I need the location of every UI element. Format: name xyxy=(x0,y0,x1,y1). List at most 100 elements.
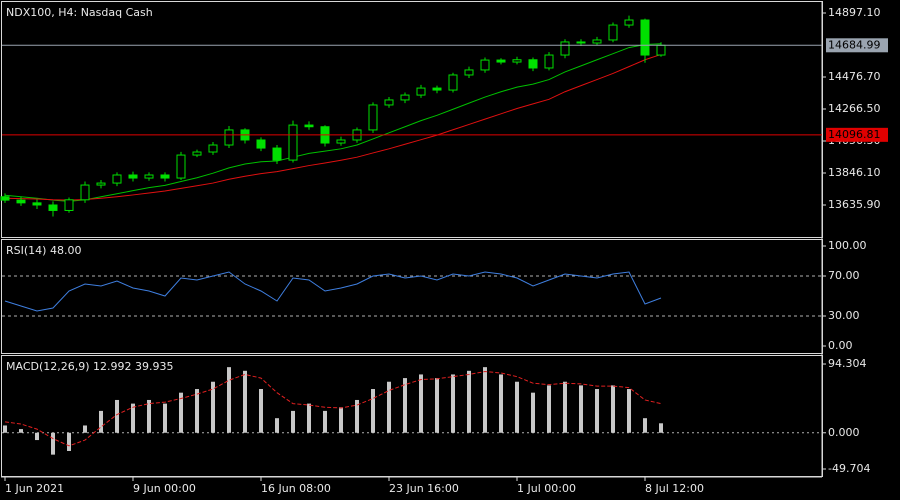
histogram-bar xyxy=(659,423,663,433)
indicator-title: MACD(12,26,9) 12.992 39.935 xyxy=(6,360,174,373)
candle-body xyxy=(96,182,106,186)
candle-body xyxy=(640,19,650,56)
histogram-bar xyxy=(35,432,39,441)
histogram-bar xyxy=(275,418,279,433)
histogram-bar xyxy=(19,429,23,433)
histogram-bar xyxy=(627,389,631,433)
candle-body xyxy=(464,69,474,76)
chart-title: NDX100, H4: Nasdaq Cash xyxy=(6,6,153,19)
candle-body xyxy=(624,19,634,26)
histogram-bar xyxy=(163,403,167,433)
candle-body xyxy=(608,24,618,41)
y-tick-label: 30.00 xyxy=(828,309,860,322)
price-label: 14096.81 xyxy=(828,128,881,141)
candle-body xyxy=(256,139,266,149)
histogram-bar xyxy=(563,381,567,433)
histogram-bar xyxy=(83,425,87,433)
y-tick-label: 0.00 xyxy=(828,339,853,352)
y-tick-label: 70.00 xyxy=(828,269,860,282)
x-tick-label: 16 Jun 08:00 xyxy=(261,482,331,495)
histogram-bar xyxy=(387,381,391,433)
histogram-bar xyxy=(307,403,311,433)
histogram-bar xyxy=(419,374,423,433)
histogram-bar xyxy=(435,378,439,433)
histogram-bar xyxy=(67,432,71,451)
candle-body xyxy=(368,104,378,131)
histogram-bar xyxy=(131,403,135,433)
x-tick-label: 1 Jun 2021 xyxy=(5,482,64,495)
histogram-bar xyxy=(115,399,119,433)
y-tick-label: 0.000 xyxy=(828,426,860,439)
y-tick-label: 13846.10 xyxy=(828,166,881,179)
candle-body xyxy=(336,139,346,144)
histogram-bar xyxy=(339,407,343,433)
moving-average xyxy=(4,53,662,201)
candle-body xyxy=(64,199,74,211)
candle-body xyxy=(224,129,234,146)
candle-body xyxy=(80,184,90,201)
histogram-bar xyxy=(371,389,375,433)
y-tick-label: 14897.10 xyxy=(828,6,881,19)
candle-body xyxy=(288,124,298,161)
y-tick-label: 100.00 xyxy=(828,239,867,252)
histogram-bar xyxy=(595,389,599,433)
price-label-box xyxy=(826,38,888,53)
histogram-bar xyxy=(51,432,55,455)
candle-body xyxy=(0,196,10,201)
histogram-bar xyxy=(259,389,263,433)
histogram-bar xyxy=(243,370,247,433)
y-tick-label: 14476.70 xyxy=(828,70,881,83)
y-tick-label: 13635.90 xyxy=(828,198,881,211)
candle-body xyxy=(144,174,154,179)
candle-body xyxy=(432,87,442,91)
candle-body xyxy=(512,59,522,63)
candle-body xyxy=(576,41,586,44)
histogram-bar xyxy=(291,410,295,433)
y-tick-label: 94.304 xyxy=(828,357,867,370)
rsi-line xyxy=(4,271,662,312)
candle-body xyxy=(112,174,122,184)
histogram-bar xyxy=(403,378,407,433)
histogram-bar xyxy=(355,399,359,433)
candle-body xyxy=(32,202,42,206)
x-tick-label: 23 Jun 16:00 xyxy=(389,482,459,495)
candle-body xyxy=(480,59,490,71)
histogram-bar xyxy=(227,367,231,433)
histogram-bar xyxy=(211,381,215,433)
candle-body xyxy=(48,204,58,211)
histogram-bar xyxy=(451,374,455,433)
candle-body xyxy=(656,44,666,56)
histogram-bar xyxy=(515,381,519,433)
candle-body xyxy=(128,174,138,179)
x-tick-label: 9 Jun 00:00 xyxy=(133,482,196,495)
histogram-bar xyxy=(483,367,487,433)
x-tick-label: 1 Jul 00:00 xyxy=(517,482,576,495)
candle-body xyxy=(160,174,170,179)
candle-body xyxy=(208,144,218,153)
candle-body xyxy=(592,39,602,44)
moving-average xyxy=(4,43,662,202)
candle-body xyxy=(528,59,538,69)
price-label: 14684.99 xyxy=(828,38,881,51)
candle-body xyxy=(560,41,570,56)
histogram-bar xyxy=(3,425,7,433)
y-tick-label: 14266.50 xyxy=(828,102,881,115)
histogram-bar xyxy=(323,410,327,433)
x-tick-label: 8 Jul 12:00 xyxy=(645,482,704,495)
histogram-bar xyxy=(99,410,103,433)
signal-line xyxy=(4,371,662,447)
histogram-bar xyxy=(579,385,583,433)
y-tick-label: -49.704 xyxy=(828,462,870,475)
candle-body xyxy=(192,151,202,156)
histogram-bar xyxy=(531,392,535,433)
candle-body xyxy=(272,147,282,161)
histogram-bar xyxy=(547,385,551,433)
candle-body xyxy=(544,54,554,69)
candle-body xyxy=(176,154,186,179)
histogram-bar xyxy=(467,370,471,433)
histogram-bar xyxy=(179,392,183,433)
indicator-title: RSI(14) 48.00 xyxy=(6,244,81,257)
candle-body xyxy=(384,99,394,106)
histogram-bar xyxy=(643,418,647,433)
